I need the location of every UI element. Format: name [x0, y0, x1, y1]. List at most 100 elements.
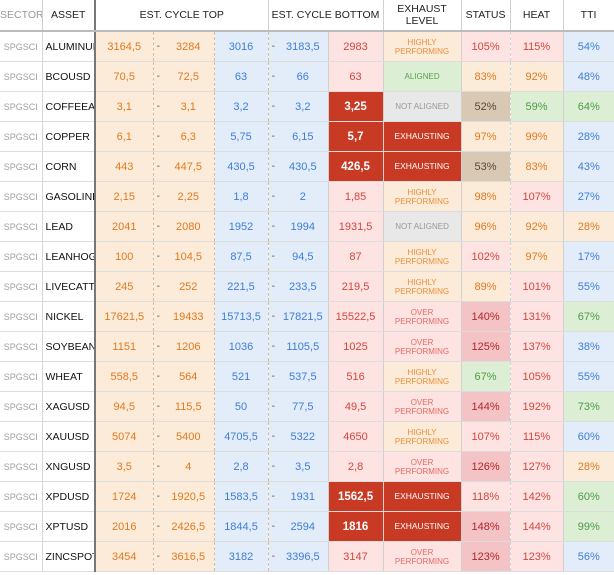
cycle-top-high-cell: 252 [163, 271, 215, 302]
tti-cell: 97% [510, 241, 564, 272]
table-row[interactable]: SPGSCI XAUUSD 5074-5400 4705,5-5322 4650 HIGH… [0, 421, 614, 452]
cycle-bottom-high-cell: 2594 [278, 511, 329, 542]
cycle-top-column-header[interactable]: EST. CYCLE TOP [95, 0, 269, 32]
exhaust-level-cell: 4650 [328, 421, 384, 452]
heat-cell: 118% [461, 481, 511, 512]
tti-cell: 115% [510, 421, 564, 452]
cycle-bottom-low-cell: 1844,5 [214, 511, 269, 542]
status-column-header[interactable]: STATUS [461, 0, 511, 32]
cycle-top-low-cell: 2016 [95, 511, 154, 542]
table-row[interactable]: SPGSCIALUMINUM3164,5-32843016-3183,52983… [0, 31, 614, 62]
exhaust-level-cell: 1931,5 [328, 211, 384, 242]
asset-cell: XPDUSD [42, 481, 96, 512]
status-badge: ALIGNED [383, 61, 462, 92]
exhaust-level-cell: 1025 [328, 331, 384, 362]
asset-cell: XPTUSD [42, 511, 96, 542]
exhaust-level-cell: 49,5 [328, 391, 384, 422]
cycle-top-high-cell: 72,5 [163, 61, 215, 92]
table-row[interactable]: SPGSCI XNGUSD 3,5-4 2,8-3,5 2,8 OVER PERFORMI… [0, 451, 614, 482]
heat-cell: 53% [461, 151, 511, 182]
heat-cell: 89% [461, 271, 511, 302]
cycle-top-separator: - [153, 481, 163, 512]
sector-cell: SPGSCI [0, 121, 43, 152]
tti-column-header[interactable]: TTI [563, 0, 614, 32]
cycle-bottom-separator: - [268, 541, 279, 572]
cycle-top-high-cell: 4 [163, 451, 215, 482]
sector-cell: SPGSCI [0, 511, 43, 542]
cycle-top-high-cell: 2,25 [163, 181, 215, 212]
table-row[interactable]: SPGSCILEANHOGS100-104,587,5-94,587HIGHLY… [0, 241, 614, 272]
status-badge: EXHAUSTING [383, 151, 462, 182]
status-badge: HIGHLY PERFORMING [383, 421, 462, 452]
exhaust-level-cell: 2983 [328, 31, 384, 62]
heat-column-header[interactable]: HEAT [510, 0, 564, 32]
asset-column-header[interactable]: ASSET [42, 0, 96, 32]
exhaust-level-column-header[interactable]: EXHAUST LEVEL [383, 0, 462, 32]
cycle-bottom-high-cell: 17821,5 [278, 301, 329, 332]
sector-cell: SPGSCI [0, 91, 43, 122]
cycle-bottom-high-cell: 1931 [278, 481, 329, 512]
table-row[interactable]: SPGSCI LEAD 2041-2080 1952-1994 1931,5 NOT AL… [0, 211, 614, 242]
tti-cell: 115% [510, 31, 564, 62]
cycle-bottom-low-cell: 3182 [214, 541, 269, 572]
asset-cell: XAGUSD [42, 391, 96, 422]
cycle-top-separator: - [153, 181, 163, 212]
sector-cell: SPGSCI [0, 391, 43, 422]
table-row[interactable]: SPGSCI GASOLINE 2,15-2,25 1,8-2 1,85 HIGHLY P… [0, 181, 614, 212]
cycle-top-low-cell: 6,1 [95, 121, 154, 152]
asset-cell: XNGUSD [42, 451, 96, 482]
heat-cell: 144% [461, 391, 511, 422]
table-row[interactable]: SPGSCI WHEAT 558,5-564 521-537,5 516 HIGHLY P… [0, 361, 614, 392]
table-row[interactable]: SPGSCISOYBEANS1151-12061036-1105,51025OV… [0, 331, 614, 362]
table-row[interactable]: SPGSCI COPPER 6,1-6,3 5,75-6,15 5,7 EXHAUSTIN… [0, 121, 614, 152]
cycle-bottom-separator: - [268, 301, 279, 332]
exhaust-level-cell: 15522,5 [328, 301, 384, 332]
table-row[interactable]: SPGSCI ZINCSPOT 3454-3616,5 3182-3396,5 3147… [0, 541, 614, 572]
cycle-top-separator: - [153, 421, 163, 452]
exhaust-header-line2: LEVEL [405, 15, 439, 27]
cycle-bottom-separator: - [268, 241, 279, 272]
cycle-top-low-cell: 100 [95, 241, 154, 272]
exhaust-level-cell: 1562,5 [328, 481, 384, 512]
table-row[interactable]: SPGSCI XAGUSD 94,5-115,5 50-77,5 49,5 OVER PE… [0, 391, 614, 422]
cycle-top-low-cell: 443 [95, 151, 154, 182]
sector-cell: SPGSCI [0, 151, 43, 182]
cycle-top-separator: - [153, 361, 163, 392]
header-row: SECTOR ASSET EST. CYCLE TOP EST. CYCLE B… [0, 0, 614, 32]
cycle-bottom-separator: - [268, 421, 279, 452]
table-row[interactable]: SPGSCI XPDUSD 1724-1920,5 1583,5-1931 1562,5… [0, 481, 614, 512]
heat-cell: 67% [461, 361, 511, 392]
asset-cell: BCOUSD [42, 61, 96, 92]
ep-cell: 73% [563, 391, 614, 422]
cycle-bottom-separator: - [268, 331, 279, 362]
sector-column-header[interactable]: SECTOR [0, 0, 43, 32]
cycle-top-separator: - [153, 61, 163, 92]
cycle-top-low-cell: 3164,5 [95, 31, 154, 62]
table-row[interactable]: SPGSCI XPTUSD 2016-2426,5 1844,5-2594 1816 EX… [0, 511, 614, 542]
ep-cell: 38% [563, 331, 614, 362]
sector-cell: SPGSCI [0, 241, 43, 272]
heat-cell: 96% [461, 211, 511, 242]
cycle-bottom-high-cell: 1994 [278, 211, 329, 242]
status-badge: OVER PERFORMING [383, 331, 462, 362]
cycle-bottom-column-header[interactable]: EST. CYCLE BOTTOM [268, 0, 384, 32]
table-row[interactable]: SPGSCI BCOUSD 70,5-72,5 63-66 63 ALIGNED 83% 92… [0, 61, 614, 92]
cycle-bottom-low-cell: 50 [214, 391, 269, 422]
tti-cell: 107% [510, 181, 564, 212]
cycle-top-low-cell: 2,15 [95, 181, 154, 212]
cycle-top-low-cell: 558,5 [95, 361, 154, 392]
status-badge: HIGHLY PERFORMING [383, 31, 462, 62]
heat-cell: 126% [461, 451, 511, 482]
table-row[interactable]: SPGSCI NICKEL 17621,5-19433 15713,5-17821,5… [0, 301, 614, 332]
cycle-top-high-cell: 1920,5 [163, 481, 215, 512]
table-row[interactable]: SPGSCICOFFEEARABICA3,1-3,13,2-3,23,25NOT… [0, 91, 614, 122]
tti-cell: 192% [510, 391, 564, 422]
cycle-top-high-cell: 2426,5 [163, 511, 215, 542]
table-row[interactable]: SPGSCILIVECATTLE245-252221,5-233,5219,5H… [0, 271, 614, 302]
cycle-bottom-low-cell: 4705,5 [214, 421, 269, 452]
asset-cell: LEAD [42, 211, 96, 242]
cycle-bottom-low-cell: 3,2 [214, 91, 269, 122]
table-row[interactable]: SPGSCI CORN 443-447,5 430,5-430,5 426,5 EXHAU… [0, 151, 614, 182]
cycle-top-low-cell: 3,5 [95, 451, 154, 482]
cycle-top-separator: - [153, 511, 163, 542]
